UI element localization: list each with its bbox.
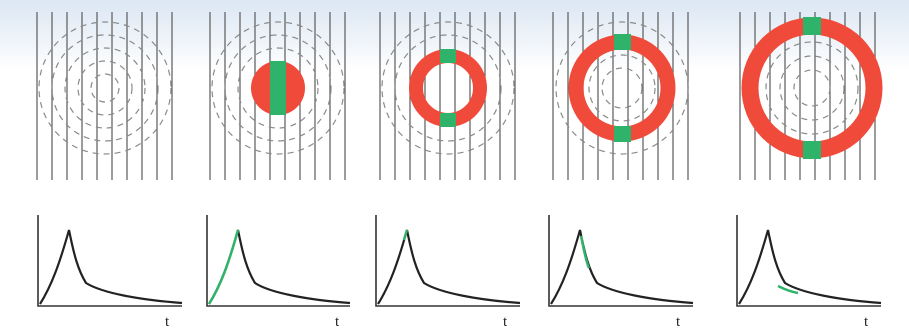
graph-1-axes bbox=[37, 215, 182, 307]
panel-1 bbox=[36, 12, 173, 180]
graph-4-t-label: t bbox=[676, 314, 681, 330]
panel-5-dashed-rings bbox=[765, 41, 859, 135]
graph-3-green-segment bbox=[402, 229, 409, 241]
graph-3-axes bbox=[375, 215, 520, 307]
panel-2-green-band bbox=[270, 61, 286, 115]
graph-1-t-label: t bbox=[165, 314, 170, 330]
panel-2 bbox=[209, 12, 346, 180]
graph-5-curve bbox=[738, 229, 882, 305]
graph-4-curve bbox=[550, 229, 694, 305]
panel-3 bbox=[379, 12, 516, 180]
graph-2: t bbox=[206, 215, 351, 330]
panel-4-green-band-top bbox=[614, 34, 631, 50]
panel-5-green-band-bottom bbox=[803, 141, 821, 159]
panel-5-ring bbox=[741, 17, 883, 159]
graph-4-green-segment bbox=[579, 235, 591, 269]
graph-1-curve bbox=[39, 229, 183, 305]
graph-2-green-segment bbox=[207, 229, 240, 305]
panel-1-wave-lines bbox=[36, 12, 173, 180]
graph-5: t bbox=[736, 215, 882, 330]
graph-4: t bbox=[548, 215, 694, 330]
graph-3: t bbox=[375, 215, 521, 330]
panel-4-dashed-rings bbox=[555, 21, 689, 155]
panel-3-green-band-bottom bbox=[440, 113, 456, 127]
panel-1-dashed-rings bbox=[38, 21, 172, 155]
graph-5-t-label: t bbox=[864, 314, 869, 330]
graph-5-axes bbox=[736, 215, 881, 307]
panel-3-wave-lines bbox=[379, 12, 516, 180]
graph-2-curve bbox=[208, 229, 351, 305]
panel-4-ring bbox=[568, 34, 676, 142]
graph-2-axes bbox=[206, 215, 350, 307]
graph-1: t bbox=[37, 215, 183, 330]
panel-4 bbox=[552, 12, 689, 180]
graph-3-curve bbox=[377, 229, 521, 305]
graph-5-green-segment bbox=[777, 284, 799, 295]
panel-5-green-band-top bbox=[803, 17, 821, 35]
graph-4-axes bbox=[548, 215, 693, 307]
graph-2-t-label: t bbox=[335, 314, 340, 330]
graph-3-t-label: t bbox=[503, 314, 508, 330]
panel-3-green-band-top bbox=[440, 49, 456, 63]
panel-3-dashed-rings bbox=[381, 21, 515, 155]
panel-5 bbox=[739, 12, 883, 180]
panel-2-dashed-rings bbox=[211, 21, 345, 155]
panel-4-green-band-bottom bbox=[614, 126, 631, 142]
